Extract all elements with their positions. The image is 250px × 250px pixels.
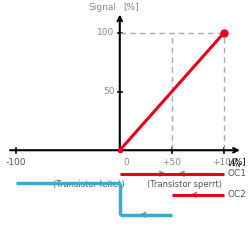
Text: $W_N$: $W_N$: [227, 157, 242, 170]
Text: 100: 100: [97, 28, 114, 37]
Text: (Transistor leitet): (Transistor leitet): [53, 180, 124, 188]
Text: 0: 0: [123, 158, 129, 168]
Text: OC1: OC1: [227, 169, 246, 178]
Text: (Transistor sperrt): (Transistor sperrt): [147, 180, 222, 188]
Text: [%]: [%]: [231, 157, 246, 166]
Text: [%]: [%]: [123, 2, 138, 12]
Text: OC2: OC2: [227, 190, 246, 199]
Text: Signal: Signal: [89, 2, 117, 12]
Text: 50: 50: [103, 87, 115, 96]
Text: -100: -100: [6, 158, 26, 168]
Text: +50: +50: [162, 158, 182, 168]
Text: +100: +100: [212, 158, 236, 168]
